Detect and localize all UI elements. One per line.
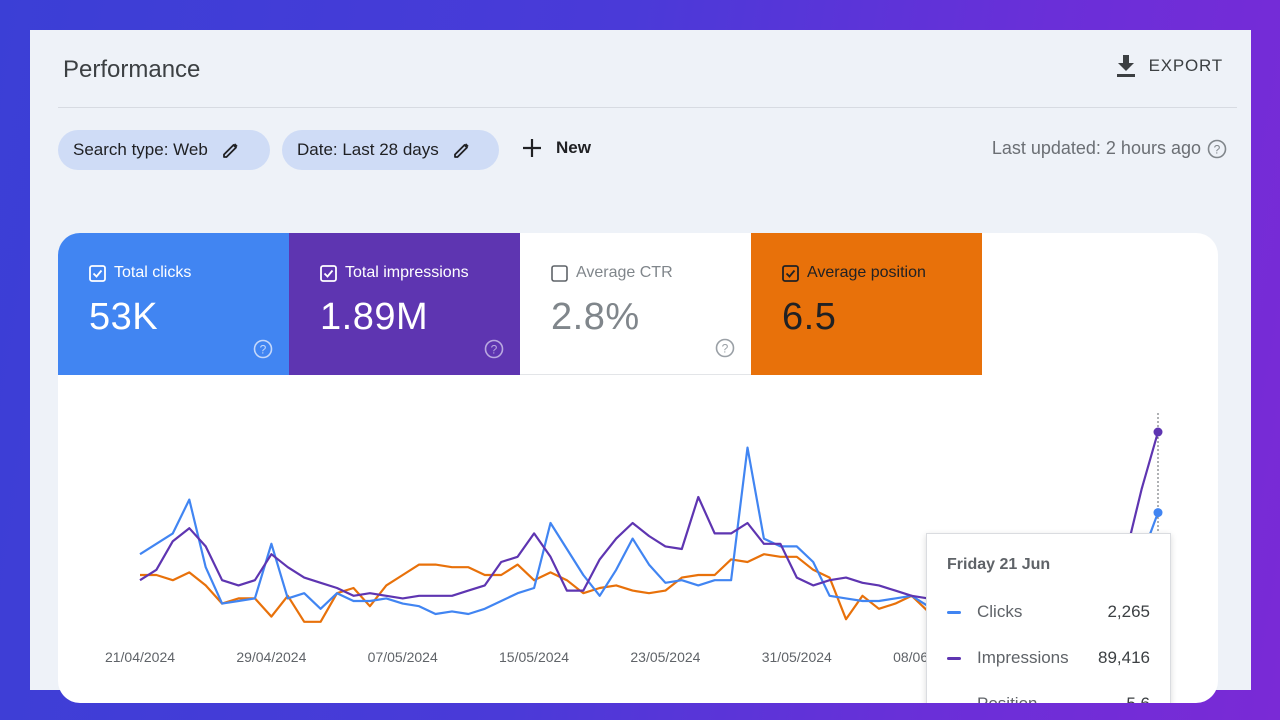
date-filter-label: Date: Last 28 days xyxy=(297,140,439,159)
metric-tile-total-clicks[interactable]: Total clicks 53K ? xyxy=(58,233,289,375)
x-tick-label: 15/05/2024 xyxy=(499,649,569,665)
export-button[interactable]: EXPORT xyxy=(1115,54,1223,78)
help-icon[interactable]: ? xyxy=(253,339,273,359)
edit-pencil-icon[interactable] xyxy=(453,141,471,159)
search-type-filter-chip[interactable]: Search type: Web xyxy=(58,130,270,170)
export-label: EXPORT xyxy=(1148,56,1223,75)
hover-point-impressions xyxy=(1153,427,1163,437)
metric-tile-total-impressions[interactable]: Total impressions 1.89M ? xyxy=(289,233,520,375)
tooltip-series-name: Impressions xyxy=(977,648,1069,667)
metric-value: 2.8% xyxy=(551,296,640,338)
metric-tile-average-ctr[interactable]: Average CTR 2.8% ? xyxy=(520,233,751,375)
hover-point-clicks xyxy=(1153,508,1163,518)
svg-text:?: ? xyxy=(491,343,498,357)
help-icon[interactable]: ? xyxy=(484,339,504,359)
last-updated-status: Last updated: 2 hours ago ? xyxy=(992,138,1227,159)
tooltip-date: Friday 21 Jun xyxy=(947,556,1051,573)
help-icon[interactable]: ? xyxy=(1207,139,1227,159)
series-swatch xyxy=(947,702,961,703)
svg-text:?: ? xyxy=(722,342,729,356)
header-divider xyxy=(58,107,1237,108)
download-icon xyxy=(1116,55,1135,77)
performance-panel: Performance EXPORT Search type: Web Date… xyxy=(30,30,1251,703)
metric-value: 6.5 xyxy=(782,296,837,338)
tooltip-series-name: Position xyxy=(977,694,1126,703)
performance-chart-card: 21/04/2024 29/04/2024 07/05/2024 15/05/2024… xyxy=(58,233,1218,703)
svg-text:?: ? xyxy=(260,343,267,357)
tooltip-row-clicks: Clicks 2,265 xyxy=(947,589,1150,635)
x-tick-label: 07/05/2024 xyxy=(368,649,438,665)
tooltip-series-value: 5.6 xyxy=(1126,694,1150,703)
edit-pencil-icon[interactable] xyxy=(222,141,240,159)
metric-label: Average CTR xyxy=(576,264,673,281)
metric-label: Total clicks xyxy=(114,264,192,281)
x-tick-label: 29/04/2024 xyxy=(236,649,306,665)
last-updated-text: Last updated: 2 hours ago xyxy=(991,138,1201,158)
svg-text:?: ? xyxy=(1214,142,1221,156)
tooltip-series-value: 2,265 xyxy=(1107,602,1150,621)
metric-tile-average-position[interactable]: Average position 6.5 xyxy=(751,233,982,375)
checkbox-checked-icon[interactable] xyxy=(782,264,799,282)
tooltip-row-impressions: Impressions 89,416 xyxy=(947,635,1150,681)
metric-label: Average position xyxy=(807,264,926,281)
metric-label: Total impressions xyxy=(345,264,469,281)
search-type-label: Search type: Web xyxy=(73,140,208,159)
chart-tooltip: Friday 21 Jun Clicks 2,265 Impressions 8… xyxy=(926,533,1171,703)
metric-value: 1.89M xyxy=(320,296,429,338)
x-tick-label: 23/05/2024 xyxy=(630,649,700,665)
checkbox-checked-icon[interactable] xyxy=(320,264,337,282)
new-filter-button[interactable]: New xyxy=(522,138,591,158)
tooltip-series-value: 89,416 xyxy=(1098,648,1150,667)
new-filter-label: New xyxy=(556,138,591,157)
checkbox-checked-icon[interactable] xyxy=(89,264,106,282)
tooltip-row-position: Position 5.6 xyxy=(947,681,1150,703)
date-filter-chip[interactable]: Date: Last 28 days xyxy=(282,130,499,170)
metric-value: 53K xyxy=(89,296,159,338)
plus-icon xyxy=(523,139,541,157)
series-swatch xyxy=(947,610,961,614)
tooltip-series-name: Clicks xyxy=(977,602,1023,621)
series-swatch xyxy=(947,656,961,660)
x-tick-label: 21/04/2024 xyxy=(105,649,175,665)
checkbox-unchecked-icon[interactable] xyxy=(551,264,568,282)
page-title: Performance xyxy=(63,56,201,83)
help-icon[interactable]: ? xyxy=(715,338,735,358)
x-tick-label: 31/05/2024 xyxy=(762,649,832,665)
